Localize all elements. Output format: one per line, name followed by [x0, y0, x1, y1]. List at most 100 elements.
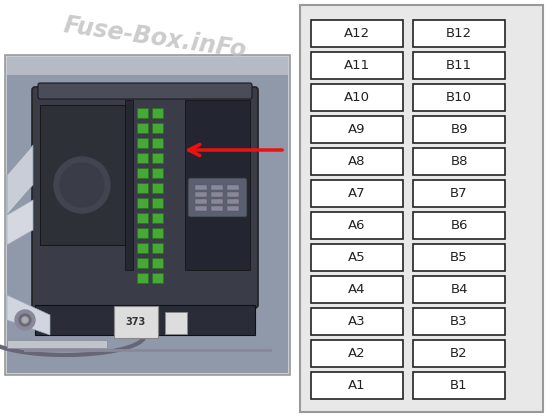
- FancyBboxPatch shape: [413, 116, 505, 143]
- FancyBboxPatch shape: [227, 199, 239, 204]
- FancyBboxPatch shape: [311, 116, 403, 143]
- FancyBboxPatch shape: [125, 100, 133, 270]
- FancyBboxPatch shape: [152, 138, 163, 148]
- FancyBboxPatch shape: [137, 138, 148, 148]
- FancyBboxPatch shape: [137, 123, 148, 133]
- FancyBboxPatch shape: [227, 206, 239, 211]
- FancyBboxPatch shape: [311, 52, 403, 79]
- FancyBboxPatch shape: [413, 52, 505, 79]
- FancyBboxPatch shape: [35, 305, 255, 335]
- FancyBboxPatch shape: [311, 212, 403, 239]
- Text: A6: A6: [348, 219, 366, 232]
- FancyBboxPatch shape: [7, 340, 107, 348]
- Text: B11: B11: [446, 59, 472, 72]
- FancyBboxPatch shape: [137, 243, 148, 253]
- FancyBboxPatch shape: [413, 20, 505, 47]
- FancyBboxPatch shape: [152, 273, 163, 283]
- Text: A5: A5: [348, 251, 366, 264]
- FancyBboxPatch shape: [227, 192, 239, 197]
- FancyBboxPatch shape: [311, 148, 403, 175]
- Text: B7: B7: [450, 187, 468, 200]
- Text: B6: B6: [450, 219, 468, 232]
- Text: Fuse-Box.inFo: Fuse-Box.inFo: [62, 13, 248, 63]
- FancyBboxPatch shape: [137, 183, 148, 193]
- FancyBboxPatch shape: [40, 105, 125, 245]
- FancyBboxPatch shape: [195, 206, 207, 211]
- Text: A7: A7: [348, 187, 366, 200]
- FancyBboxPatch shape: [311, 372, 403, 399]
- FancyBboxPatch shape: [7, 57, 288, 77]
- FancyBboxPatch shape: [311, 84, 403, 111]
- Text: B1: B1: [450, 379, 468, 392]
- FancyBboxPatch shape: [137, 228, 148, 238]
- FancyBboxPatch shape: [5, 55, 290, 375]
- Text: A4: A4: [348, 283, 366, 296]
- FancyBboxPatch shape: [311, 20, 403, 47]
- FancyBboxPatch shape: [195, 199, 207, 204]
- FancyBboxPatch shape: [413, 340, 505, 367]
- FancyBboxPatch shape: [195, 185, 207, 190]
- Text: A10: A10: [344, 91, 370, 104]
- Circle shape: [54, 157, 110, 213]
- FancyBboxPatch shape: [152, 258, 163, 268]
- FancyBboxPatch shape: [185, 100, 250, 270]
- FancyBboxPatch shape: [114, 306, 158, 338]
- FancyBboxPatch shape: [137, 273, 148, 283]
- Text: B10: B10: [446, 91, 472, 104]
- FancyBboxPatch shape: [152, 183, 163, 193]
- FancyBboxPatch shape: [413, 148, 505, 175]
- Text: A11: A11: [344, 59, 370, 72]
- FancyBboxPatch shape: [152, 108, 163, 118]
- FancyBboxPatch shape: [227, 185, 239, 190]
- Text: B12: B12: [446, 27, 472, 40]
- Text: 373: 373: [126, 317, 146, 327]
- FancyBboxPatch shape: [165, 312, 187, 334]
- Text: A1: A1: [348, 379, 366, 392]
- FancyBboxPatch shape: [211, 206, 223, 211]
- FancyBboxPatch shape: [137, 108, 148, 118]
- FancyBboxPatch shape: [413, 276, 505, 303]
- FancyBboxPatch shape: [413, 180, 505, 207]
- FancyBboxPatch shape: [311, 180, 403, 207]
- FancyBboxPatch shape: [137, 213, 148, 223]
- FancyBboxPatch shape: [413, 84, 505, 111]
- Text: B9: B9: [450, 123, 468, 136]
- FancyArrowPatch shape: [189, 144, 282, 156]
- FancyBboxPatch shape: [413, 372, 505, 399]
- FancyBboxPatch shape: [0, 0, 295, 55]
- Circle shape: [19, 314, 31, 326]
- Text: B5: B5: [450, 251, 468, 264]
- Polygon shape: [7, 295, 50, 335]
- FancyBboxPatch shape: [211, 199, 223, 204]
- FancyBboxPatch shape: [311, 308, 403, 335]
- FancyBboxPatch shape: [152, 153, 163, 163]
- Text: A8: A8: [348, 155, 366, 168]
- Text: A3: A3: [348, 315, 366, 328]
- FancyBboxPatch shape: [311, 276, 403, 303]
- FancyBboxPatch shape: [413, 308, 505, 335]
- FancyBboxPatch shape: [311, 340, 403, 367]
- FancyBboxPatch shape: [137, 258, 148, 268]
- FancyBboxPatch shape: [7, 75, 288, 373]
- FancyBboxPatch shape: [152, 198, 163, 208]
- Text: B4: B4: [450, 283, 468, 296]
- Circle shape: [60, 163, 104, 207]
- Text: A12: A12: [344, 27, 370, 40]
- FancyBboxPatch shape: [413, 212, 505, 239]
- Text: B2: B2: [450, 347, 468, 360]
- FancyBboxPatch shape: [137, 153, 148, 163]
- FancyBboxPatch shape: [311, 244, 403, 271]
- Circle shape: [22, 317, 28, 323]
- FancyBboxPatch shape: [32, 87, 258, 308]
- FancyBboxPatch shape: [38, 83, 252, 99]
- FancyBboxPatch shape: [152, 123, 163, 133]
- Circle shape: [15, 310, 35, 330]
- FancyBboxPatch shape: [195, 192, 207, 197]
- FancyBboxPatch shape: [152, 228, 163, 238]
- Polygon shape: [7, 145, 33, 215]
- FancyBboxPatch shape: [152, 213, 163, 223]
- FancyBboxPatch shape: [137, 198, 148, 208]
- FancyBboxPatch shape: [211, 185, 223, 190]
- Text: B3: B3: [450, 315, 468, 328]
- FancyBboxPatch shape: [211, 192, 223, 197]
